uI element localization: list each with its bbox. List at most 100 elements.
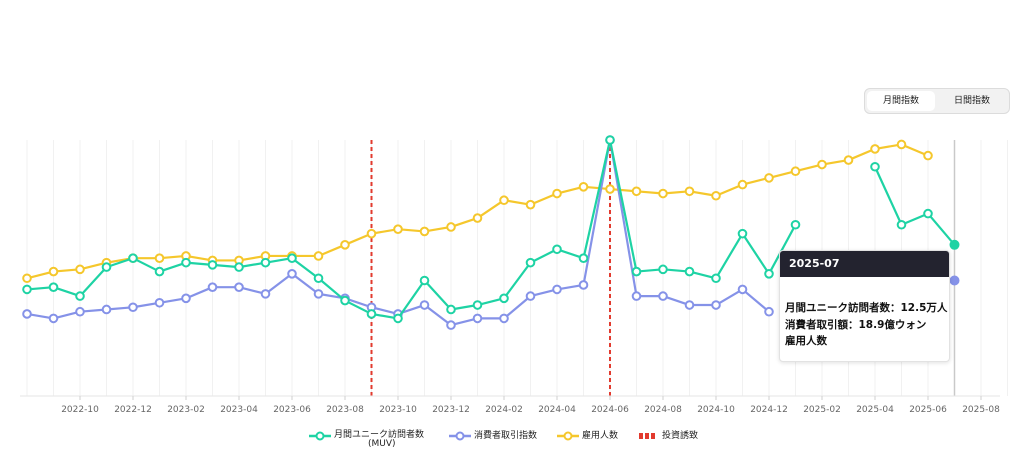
series-line-muv	[873, 166, 956, 246]
x-tick-label: 2023-04	[220, 405, 258, 415]
x-tick-label: 2023-12	[432, 405, 470, 415]
data-point-muv	[737, 228, 748, 239]
data-point-emp	[578, 182, 589, 192]
data-point-tx	[287, 269, 297, 279]
legend-item-investment[interactable]: 投資誘致	[638, 428, 718, 452]
x-tick-label: 2024-08	[644, 405, 682, 415]
data-point-muv	[578, 253, 589, 263]
daily-index-tab[interactable]: 日間指数	[953, 96, 990, 106]
data-point-muv	[552, 244, 562, 255]
legend-muv-label: 月間ユニーク訪問者数	[334, 430, 425, 440]
data-point-tx	[552, 284, 562, 295]
data-point-tx	[181, 293, 191, 304]
data-point-muv	[525, 257, 536, 268]
data-point-tx	[313, 289, 324, 299]
data-point-tx	[128, 302, 138, 313]
data-point-tx	[260, 289, 271, 299]
legend-item-tx[interactable]: 消費者取引指数	[448, 428, 548, 452]
x-tick-label: 2023-02	[167, 405, 205, 415]
legend-muv-sublabel: (MUV)	[368, 439, 396, 449]
data-point-tx	[711, 300, 721, 310]
data-point-emp	[764, 173, 774, 183]
x-tick-label: 2025-02	[803, 405, 841, 415]
data-point-emp	[896, 139, 907, 150]
data-point-muv	[446, 304, 456, 315]
data-point-emp	[499, 195, 509, 206]
data-point-muv	[419, 275, 430, 286]
monthly-index-tab[interactable]: 月間指数	[867, 91, 935, 111]
data-point-emp	[472, 213, 483, 223]
x-tick-label: 2024-06	[591, 405, 629, 415]
data-point-muv	[896, 219, 907, 230]
data-point-tx	[419, 300, 430, 310]
data-point-muv	[234, 262, 244, 272]
tooltip-title: 2025-07	[780, 251, 949, 277]
data-point-emp	[393, 224, 403, 234]
data-point-muv	[154, 266, 165, 277]
data-point-muv	[790, 219, 801, 230]
data-point-muv	[949, 239, 960, 250]
data-point-emp	[870, 144, 880, 154]
legend-item-muv[interactable]: 月間ユニーク訪問者数 (MUV)	[308, 428, 458, 452]
data-point-emp	[75, 264, 85, 275]
data-point-muv	[101, 262, 112, 272]
legend-investment-label: 投資誘致	[662, 431, 699, 441]
x-tick-label: 2024-04	[538, 405, 576, 415]
data-point-tx	[631, 291, 642, 301]
data-point-emp	[48, 266, 59, 277]
data-point-emp	[154, 253, 165, 263]
data-point-muv	[393, 313, 403, 324]
data-point-muv	[340, 295, 350, 306]
data-point-muv	[658, 264, 668, 275]
data-point-emp	[313, 251, 324, 261]
data-point-muv	[711, 273, 721, 284]
data-point-tx	[207, 282, 218, 292]
x-tick-label: 2023-06	[273, 405, 311, 415]
data-point-muv	[22, 284, 32, 295]
data-point-emp	[22, 273, 32, 284]
x-tick-label: 2024-10	[697, 405, 735, 415]
data-point-muv	[181, 257, 191, 268]
data-point-muv	[75, 291, 85, 301]
data-point-muv	[684, 266, 695, 277]
data-point-tx	[499, 313, 509, 324]
data-point-muv	[48, 282, 59, 292]
x-tick-label: 2024-12	[750, 405, 788, 415]
data-point-muv	[923, 208, 933, 219]
data-point-tx	[658, 291, 668, 301]
index-period-toggle: 月間指数 日間指数	[864, 88, 1010, 114]
data-point-emp	[684, 186, 695, 197]
x-tick-label: 2025-08	[962, 405, 1000, 415]
data-point-muv	[605, 135, 615, 145]
data-point-emp	[605, 184, 615, 194]
data-point-emp	[366, 228, 377, 239]
data-point-tx	[234, 282, 244, 292]
data-point-tx	[75, 306, 85, 317]
series-line-muv	[26, 138, 797, 320]
data-point-muv	[472, 300, 483, 310]
data-point-tx	[578, 280, 589, 290]
data-point-muv	[313, 273, 324, 284]
data-point-emp	[737, 179, 748, 190]
legend-tx-swatch	[449, 431, 471, 441]
tooltip-employment-value: 雇用人数	[785, 335, 827, 347]
x-tick-label: 2022-12	[114, 405, 152, 415]
data-point-muv	[366, 309, 377, 319]
data-point-muv	[128, 253, 138, 263]
legend-item-employment[interactable]: 雇用人数	[556, 428, 636, 452]
data-point-tx	[154, 297, 165, 308]
data-point-emp	[525, 199, 536, 210]
legend-muv-swatch	[309, 431, 331, 441]
x-tick-label: 2022-10	[61, 405, 99, 415]
data-point-tx	[48, 313, 59, 324]
data-point-tx	[525, 291, 536, 301]
data-point-muv	[631, 266, 642, 277]
x-tick-label: 2023-10	[379, 405, 417, 415]
data-tooltip: 2025-07 月間ユニーク訪問者数：12.5万人 消費者取引額：18.9億ウォ…	[779, 250, 950, 362]
data-point-muv	[207, 260, 218, 270]
x-tick-label: 2023-08	[326, 405, 364, 415]
data-point-muv	[287, 253, 297, 263]
legend-employment-label: 雇用人数	[582, 431, 619, 441]
